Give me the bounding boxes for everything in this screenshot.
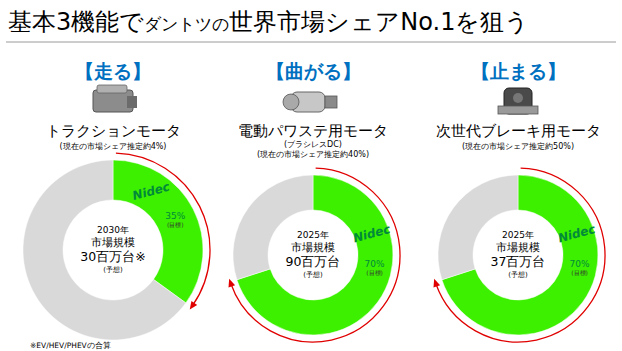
company-logo: Nidec <box>131 180 171 203</box>
data-label: 35% <box>165 211 185 221</box>
center-text: 30百万台※ <box>80 249 145 264</box>
chart-panel: 【走る】トラクションモータ (現在の市場シェア推定約4%) Nidec 35%(目標)… <box>23 60 210 340</box>
slide-title: 基本3機能でダントツの世界市場シェアNo.1を狙う <box>8 8 529 36</box>
center-text: (予想) <box>303 271 323 279</box>
growth-arrowhead <box>190 301 197 310</box>
data-label: 70% <box>570 259 590 269</box>
center-text: 市場規模 <box>496 241 540 253</box>
chart-panel: 【止まる】次世代ブレーキ用モータ (現在の市場シェア推定約50%) Nidec 70%… <box>433 60 605 342</box>
company-logo: Nidec <box>557 222 597 245</box>
panel-header: 【走る】 <box>75 60 151 82</box>
current-share-note: (現在の市場シェア推定約40%) <box>257 150 369 159</box>
current-share-note: (現在の市場シェア推定約4%) <box>60 142 167 151</box>
center-text: 2025年 <box>297 230 329 240</box>
center-text: 2025年 <box>502 230 534 240</box>
donut <box>438 175 598 335</box>
product-name: 次世代ブレーキ用モータ <box>436 122 601 140</box>
growth-arc <box>436 168 605 342</box>
center-text: 市場規模 <box>291 241 335 253</box>
title-part: ダントツの <box>144 14 229 34</box>
center-text: (予想) <box>508 271 528 279</box>
title-part: 世界市場シェアNo.1を狙う <box>229 8 529 36</box>
target-annotation: (目標) <box>167 221 184 228</box>
target-annotation: (目標) <box>571 269 588 276</box>
growth-arrow <box>433 168 605 342</box>
center-text: (予想) <box>103 266 123 274</box>
data-label: 70% <box>365 259 385 269</box>
growth-arrow <box>228 168 400 342</box>
growth-arc <box>116 153 210 305</box>
donut <box>233 175 393 335</box>
growth-arrowhead <box>433 279 440 288</box>
title-part: 基本3機能で <box>8 8 144 36</box>
current-share-note: (現在の市場シェア推定約50%) <box>462 142 574 151</box>
center-text: 2030年 <box>97 225 129 235</box>
panel-header: 【曲がる】 <box>266 60 361 82</box>
product-subtitle: (ブラシレスDC) <box>284 140 342 149</box>
donut-slice <box>23 160 186 340</box>
slide: 基本3機能でダントツの世界市場シェアNo.1を狙う【走る】トラクションモータ (現… <box>0 0 622 351</box>
company-logo: Nidec <box>352 222 392 245</box>
center-text: 90百万台 <box>286 254 341 269</box>
product-image <box>283 92 337 112</box>
product-image <box>93 85 137 112</box>
product-image <box>498 88 538 114</box>
product-name: 電動パワステ用モータ <box>238 122 388 140</box>
product-name: トラクションモータ <box>46 122 181 140</box>
donut <box>23 160 203 340</box>
chart-panel: 【曲がる】電動パワステ用モータ(ブラシレスDC)(現在の市場シェア推定約40%)… <box>228 60 400 342</box>
target-annotation: (目標) <box>366 269 383 276</box>
panel-header: 【止まる】 <box>471 60 566 82</box>
growth-arrowhead <box>228 279 235 288</box>
title-rule <box>6 42 616 43</box>
growth-arc <box>231 168 400 342</box>
center-text: 37百万台 <box>491 254 546 269</box>
center-text: 市場規模 <box>91 236 135 248</box>
growth-arrow <box>116 153 210 309</box>
footnote: ※EV/HEV/PHEVの合算 <box>30 341 111 350</box>
